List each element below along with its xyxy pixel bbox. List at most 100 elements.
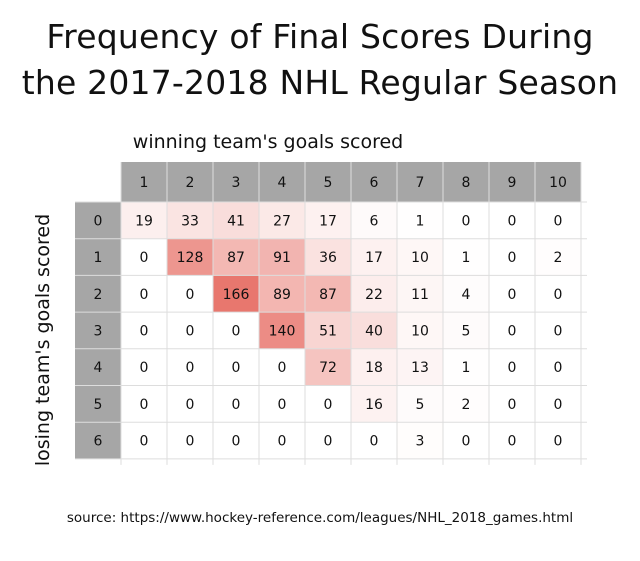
row-header-cell [75,348,121,386]
heatmap-cell [351,202,397,239]
cell-value: 0 [186,434,195,450]
cell-value: 0 [186,397,195,413]
heatmap-cell [489,348,535,386]
cell-value: 0 [186,323,195,339]
heatmap-cell [489,275,535,313]
cell-value: 72 [319,360,337,376]
cell-value: 3 [416,434,425,450]
heatmap-cell [397,312,443,349]
heatmap-cell [167,348,213,386]
row-header-cell [75,275,121,313]
heatmap-cell [535,202,581,239]
heatmap-cell [535,385,581,423]
cell-value: 1 [462,250,471,266]
heatmap-cell [443,385,489,423]
heatmap-cell [213,385,259,423]
cell-value: 0 [554,360,563,376]
row-header-label: 0 [94,213,103,229]
cell-value: 0 [508,323,517,339]
row-header-cell [75,312,121,349]
cell-value: 0 [370,434,379,450]
heatmap-cell [259,202,305,239]
col-header-cell [535,162,581,202]
cell-value: 0 [278,360,287,376]
heatmap-cell [443,312,489,349]
cell-value: 1 [416,213,425,229]
heatmap-cell [121,385,167,423]
cell-value: 2 [462,397,471,413]
col-header-cell [443,162,489,202]
heatmap-cell [351,312,397,349]
heatmap-cell [259,275,305,313]
heatmap-cell [121,422,167,459]
heatmap-cell [213,422,259,459]
cell-value: 0 [508,434,517,450]
col-header-cell [397,162,443,202]
heatmap-cell [443,238,489,276]
cell-value: 0 [140,397,149,413]
cell-value: 0 [232,323,241,339]
col-header-cell [305,162,351,202]
cell-value: 2 [554,250,563,266]
heatmap-cell [167,385,213,423]
heatmap-cell [351,422,397,459]
col-header-label: 4 [278,175,287,191]
cell-value: 0 [324,434,333,450]
cell-value: 6 [370,213,379,229]
heatmap-cell [351,348,397,386]
heatmap-cell [259,422,305,459]
heatmap-cell [259,385,305,423]
cell-value: 13 [411,360,429,376]
heatmap-cell [213,312,259,349]
heatmap-cell [121,312,167,349]
cell-value: 0 [462,213,471,229]
row-header-cell [75,238,121,276]
title-line-1: Frequency of Final Scores During [46,17,594,56]
cell-value: 33 [181,213,199,229]
cell-value: 17 [319,213,337,229]
heatmap-cell [121,275,167,313]
row-header-label: 1 [94,250,103,266]
cell-value: 0 [554,323,563,339]
heatmap-cell [167,275,213,313]
cell-value: 16 [365,397,383,413]
cell-value: 0 [140,323,149,339]
heatmap-cell [397,275,443,313]
cell-value: 18 [365,360,383,376]
cell-value: 0 [278,434,287,450]
col-header-label: 9 [508,175,517,191]
heatmap-cell [397,202,443,239]
cell-value: 0 [554,213,563,229]
cell-value: 40 [365,323,383,339]
cell-value: 166 [223,287,250,303]
row-header-label: 4 [94,360,103,376]
cell-value: 4 [462,287,471,303]
col-header-label: 5 [324,175,333,191]
heatmap-cell [213,275,259,313]
heatmap-cell [351,385,397,423]
cell-value: 0 [508,213,517,229]
heatmap-cell [305,275,351,313]
cell-value: 27 [273,213,291,229]
cell-value: 0 [232,360,241,376]
heatmap-cell [535,348,581,386]
heatmap-cell [213,202,259,239]
cell-value: 87 [227,250,245,266]
heatmap-cell [535,275,581,313]
heatmap-cell [305,385,351,423]
heatmap-cell [305,202,351,239]
heatmap-cell [489,202,535,239]
heatmap-cell [167,238,213,276]
cell-value: 0 [508,287,517,303]
heatmap-cell [397,238,443,276]
heatmap-cell [489,385,535,423]
cell-value: 5 [416,397,425,413]
cell-value: 1 [462,360,471,376]
heatmap-cell [167,202,213,239]
cell-value: 0 [554,287,563,303]
heatmap-cell [259,238,305,276]
row-header-cell [75,202,121,239]
heatmap-cell [167,312,213,349]
x-axis-label: winning team's goals scored [133,131,403,153]
